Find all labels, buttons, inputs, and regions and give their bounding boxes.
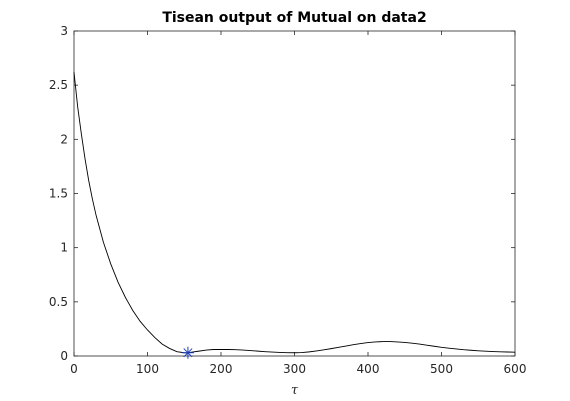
y-tick-label: 1 — [60, 241, 68, 255]
chart-title: Tisean output of Mutual on data2 — [162, 10, 426, 26]
axes — [73, 30, 516, 357]
x-tick-label: 0 — [70, 362, 78, 376]
x-tick-label: 300 — [283, 362, 306, 376]
x-tick-label: 400 — [357, 362, 380, 376]
y-tick-label: 2.5 — [49, 78, 68, 92]
x-tick-label: 100 — [136, 362, 159, 376]
x-tick-label: 600 — [504, 362, 527, 376]
minimum-star-marker — [181, 346, 194, 359]
y-tick-label: 0.5 — [49, 295, 68, 309]
mutual-information-line — [73, 72, 516, 354]
x-tick-label: 500 — [430, 362, 453, 376]
x-tick-label: 200 — [210, 362, 233, 376]
x-axis-label: τ — [291, 383, 299, 398]
star-stroke — [183, 348, 193, 358]
y-tick-label: 1.5 — [49, 187, 68, 201]
axes-box — [73, 30, 516, 357]
ticks: 0 100 200 300 400 500 600 0 0.5 1 1.5 2 2.5 3 — [49, 24, 527, 376]
plot-area — [73, 72, 516, 359]
y-tick-label: 0 — [60, 349, 68, 363]
y-tick-label: 3 — [60, 24, 68, 38]
y-tick-label: 2 — [60, 132, 68, 146]
